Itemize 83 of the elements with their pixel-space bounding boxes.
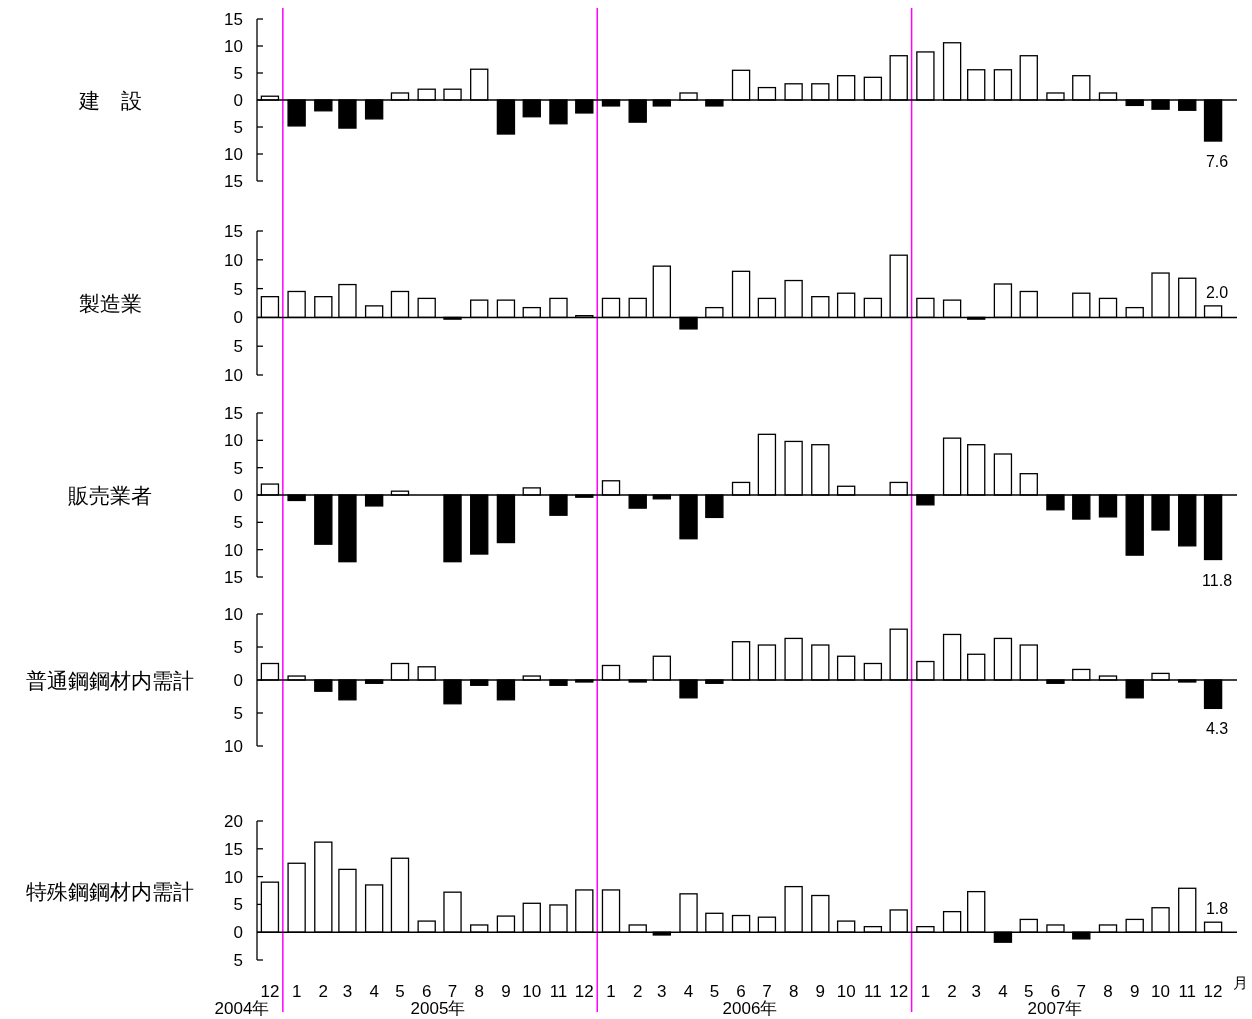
data-label: 2.0 <box>1205 283 1229 301</box>
y-tick-label: 15 <box>224 172 243 191</box>
x-tick-label: 3 <box>971 982 981 1001</box>
x-tick-label: 12 <box>889 982 909 1001</box>
text: 2005年 <box>410 999 466 1018</box>
y-tick-label: 5 <box>233 951 243 970</box>
x-tick-label: 7 <box>762 982 772 1001</box>
x-tick-label: 6 <box>736 982 746 1001</box>
annotation: 11.8 <box>1202 571 1233 589</box>
y-tick-label: 0 <box>233 308 243 328</box>
y-tick-label: 10 <box>224 250 243 270</box>
x-tick-label: 6 <box>421 982 432 1001</box>
x-tick-label: 11 <box>864 982 882 1001</box>
x-tick-label: 12 <box>574 982 594 1001</box>
text: 2006年 <box>722 999 778 1018</box>
x-tick-label: 5 <box>395 982 405 1001</box>
y-tick-label: 5 <box>233 64 243 83</box>
x-tick-label: 11 <box>549 982 568 1001</box>
y-tick-label: 5 <box>233 513 243 533</box>
y-tick-label: 10 <box>224 540 243 560</box>
x-tick-label: 10 <box>522 982 542 1001</box>
x-tick-label: 2 <box>318 982 329 1001</box>
y-tick-label: 0 <box>233 91 243 110</box>
y-tick-label: 15 <box>224 404 243 423</box>
x-tick-label: 4 <box>998 982 1008 1001</box>
x-tick-label: 11 <box>1178 982 1197 1001</box>
x-tick-label: 12 <box>1203 982 1223 1001</box>
y-tick-label: 15 <box>224 839 243 859</box>
x-axis-title: 月 <box>1232 974 1248 991</box>
y-tick-label: 15 <box>224 10 243 29</box>
y-tick-label: 0 <box>233 671 243 690</box>
x-tick-label: 7 <box>447 982 458 1001</box>
text: 2004年 <box>214 999 270 1018</box>
y-tick-label: 10 <box>224 737 243 756</box>
x-tick-label: 9 <box>1129 982 1140 1001</box>
x-tick-label: 10 <box>836 982 856 1001</box>
text: 特殊鋼鋼材内需計 <box>26 879 194 903</box>
y-tick-label: 20 <box>224 812 243 831</box>
x-tick-label: 1 <box>291 982 302 1001</box>
x-tick-label: 1 <box>606 982 616 1001</box>
text: 2007年 <box>1027 999 1083 1018</box>
y-tick-label: 5 <box>233 279 243 299</box>
x-tick-label: 12 <box>260 982 280 1001</box>
y-tick-label: 15 <box>224 568 243 587</box>
y-tick-label: 5 <box>233 638 243 657</box>
x-tick-label: 4 <box>683 982 694 1001</box>
x-tick-label: 8 <box>788 982 799 1001</box>
data-label: 1.8 <box>1205 900 1229 918</box>
x-tick-label: 2 <box>632 982 643 1001</box>
annotation: 4.3 <box>1205 720 1229 738</box>
x-tick-label: 9 <box>501 982 511 1001</box>
x-tick-label: 5 <box>1024 982 1034 1001</box>
y-tick-label: 15 <box>224 222 243 241</box>
x-tick-label: 6 <box>1050 982 1061 1001</box>
y-tick-label: 5 <box>233 337 243 357</box>
x-tick-label: 8 <box>1103 982 1113 1001</box>
x-tick-label: 4 <box>369 982 379 1001</box>
x-tick-label: 5 <box>709 982 720 1001</box>
x-tick-label: 10 <box>1151 982 1170 1001</box>
y-tick-label: 0 <box>233 923 243 943</box>
y-tick-label: 10 <box>224 366 243 385</box>
text: 製造業 <box>78 292 142 315</box>
y-tick-label: 10 <box>224 145 243 164</box>
x-tick-label: 9 <box>815 982 826 1001</box>
y-tick-label: 5 <box>233 704 243 723</box>
y-tick-label: 0 <box>233 486 243 505</box>
x-tick-label: 3 <box>657 982 667 1001</box>
x-tick-label: 1 <box>920 982 931 1001</box>
y-tick-label: 5 <box>233 118 243 137</box>
y-tick-label: 5 <box>233 895 243 915</box>
y-tick-label: 10 <box>224 605 243 624</box>
text: 建 設 <box>77 89 142 112</box>
y-tick-label: 10 <box>224 867 243 887</box>
x-tick-label: 8 <box>474 982 484 1001</box>
y-tick-label: 10 <box>224 431 243 451</box>
x-tick-label: 2 <box>947 982 957 1001</box>
annotation: 7.6 <box>1205 153 1229 171</box>
x-tick-label: 7 <box>1076 982 1087 1001</box>
text: 販売業者 <box>68 484 152 507</box>
y-tick-label: 10 <box>224 37 243 56</box>
y-tick-label: 5 <box>233 458 243 478</box>
text: 普通鋼鋼材内需計 <box>26 669 194 692</box>
x-tick-label: 3 <box>342 982 353 1001</box>
